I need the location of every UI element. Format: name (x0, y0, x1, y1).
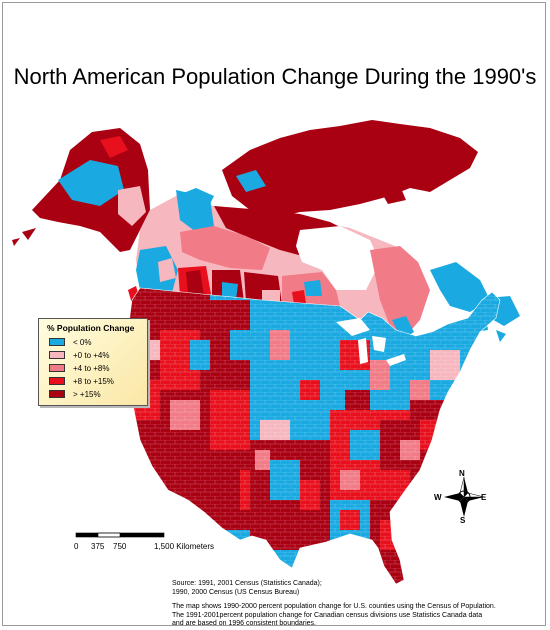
map-frame (2, 2, 546, 626)
scale-label-1500: 1,500 Kilometers (154, 542, 215, 551)
source-line-2: 1990, 2000 Census (US Census Bureau) (172, 588, 300, 596)
compass-n: N (459, 469, 465, 478)
legend-item: > +15% (49, 389, 101, 399)
north-arrow (444, 476, 485, 517)
canada-region (128, 190, 520, 348)
us-region (127, 287, 501, 585)
scale-label-375: 375 (91, 542, 105, 551)
source-line-1: Source: 1991, 2001 Census (Statistics Ca… (172, 580, 322, 587)
arctic-islands (176, 120, 478, 218)
legend-label: < 0% (73, 337, 92, 347)
lake-superior (336, 318, 370, 336)
legend-label: +0 to +4% (73, 350, 110, 360)
legend-label: +4 to +8% (73, 363, 110, 373)
lake-erie (386, 354, 406, 366)
legend-label: > +15% (73, 389, 101, 399)
compass-s: S (460, 516, 466, 525)
scale-bar (75, 532, 165, 538)
scale-label-750: 750 (113, 542, 127, 551)
compass-e: E (481, 493, 487, 502)
legend-swatch (49, 338, 65, 346)
compass-w: W (434, 493, 442, 502)
legend-swatch (49, 390, 65, 398)
legend-item: +8 to +15% (49, 376, 114, 386)
lake-huron (372, 336, 386, 352)
legend-label: +8 to +15% (73, 376, 114, 386)
map-title: North American Population Change During … (13, 64, 537, 89)
note-line-2: The 1991-2001percent population change f… (172, 611, 483, 619)
legend-title: % Population Change (47, 323, 135, 333)
legend-item: +0 to +4% (49, 350, 109, 360)
legend-swatch (49, 364, 65, 372)
scale-label-0: 0 (74, 542, 79, 551)
legend: % Population Change < 0% +0 to +4% +4 to… (38, 318, 148, 406)
legend-swatch (49, 377, 65, 385)
legend-swatch (49, 351, 65, 359)
note-line-1: The map shows 1990-2000 percent populati… (172, 603, 496, 610)
lake-michigan (358, 338, 368, 364)
alaska-region (12, 128, 150, 252)
legend-item: +4 to +8% (49, 363, 109, 373)
legend-item: < 0% (49, 337, 91, 347)
note-line-3: and are based on 1996 consistent boundar… (172, 620, 316, 627)
source-note: Source: 1991, 2001 Census (Statistics Ca… (172, 580, 532, 629)
